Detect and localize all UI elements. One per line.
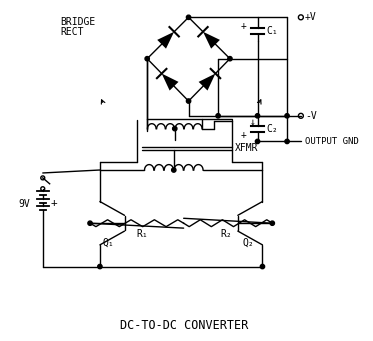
Circle shape <box>256 114 260 118</box>
Text: OUTPUT GND: OUTPUT GND <box>305 137 358 146</box>
Circle shape <box>98 264 102 269</box>
Circle shape <box>228 57 232 61</box>
Circle shape <box>145 57 149 61</box>
Text: Q₂: Q₂ <box>243 238 254 248</box>
Text: 9V: 9V <box>18 199 30 209</box>
Polygon shape <box>162 74 179 91</box>
Text: +: + <box>241 21 247 31</box>
Text: +V: +V <box>305 12 317 22</box>
Text: ↓: ↓ <box>250 117 256 127</box>
Text: DC-TO-DC CONVERTER: DC-TO-DC CONVERTER <box>120 319 249 332</box>
Circle shape <box>172 168 176 172</box>
Circle shape <box>173 127 177 131</box>
Text: C₂: C₂ <box>266 124 278 134</box>
Text: +: + <box>51 197 57 208</box>
Text: Q₁: Q₁ <box>103 238 115 248</box>
Text: R₂: R₂ <box>220 229 232 239</box>
Text: RECT: RECT <box>60 27 84 37</box>
Circle shape <box>88 221 92 225</box>
Circle shape <box>186 99 191 103</box>
Text: XFMR: XFMR <box>235 143 258 153</box>
Text: BRIDGE: BRIDGE <box>60 17 96 27</box>
Circle shape <box>270 221 275 225</box>
Polygon shape <box>198 74 216 91</box>
Circle shape <box>216 114 220 118</box>
Circle shape <box>186 15 191 19</box>
Text: R₁: R₁ <box>137 229 148 239</box>
Polygon shape <box>203 32 220 49</box>
Circle shape <box>285 139 289 144</box>
Text: -V: -V <box>305 111 317 121</box>
Circle shape <box>285 114 289 118</box>
Polygon shape <box>157 32 174 49</box>
Text: C₁: C₁ <box>266 26 278 36</box>
Circle shape <box>256 139 260 144</box>
Circle shape <box>260 264 264 269</box>
Text: +: + <box>241 130 247 139</box>
